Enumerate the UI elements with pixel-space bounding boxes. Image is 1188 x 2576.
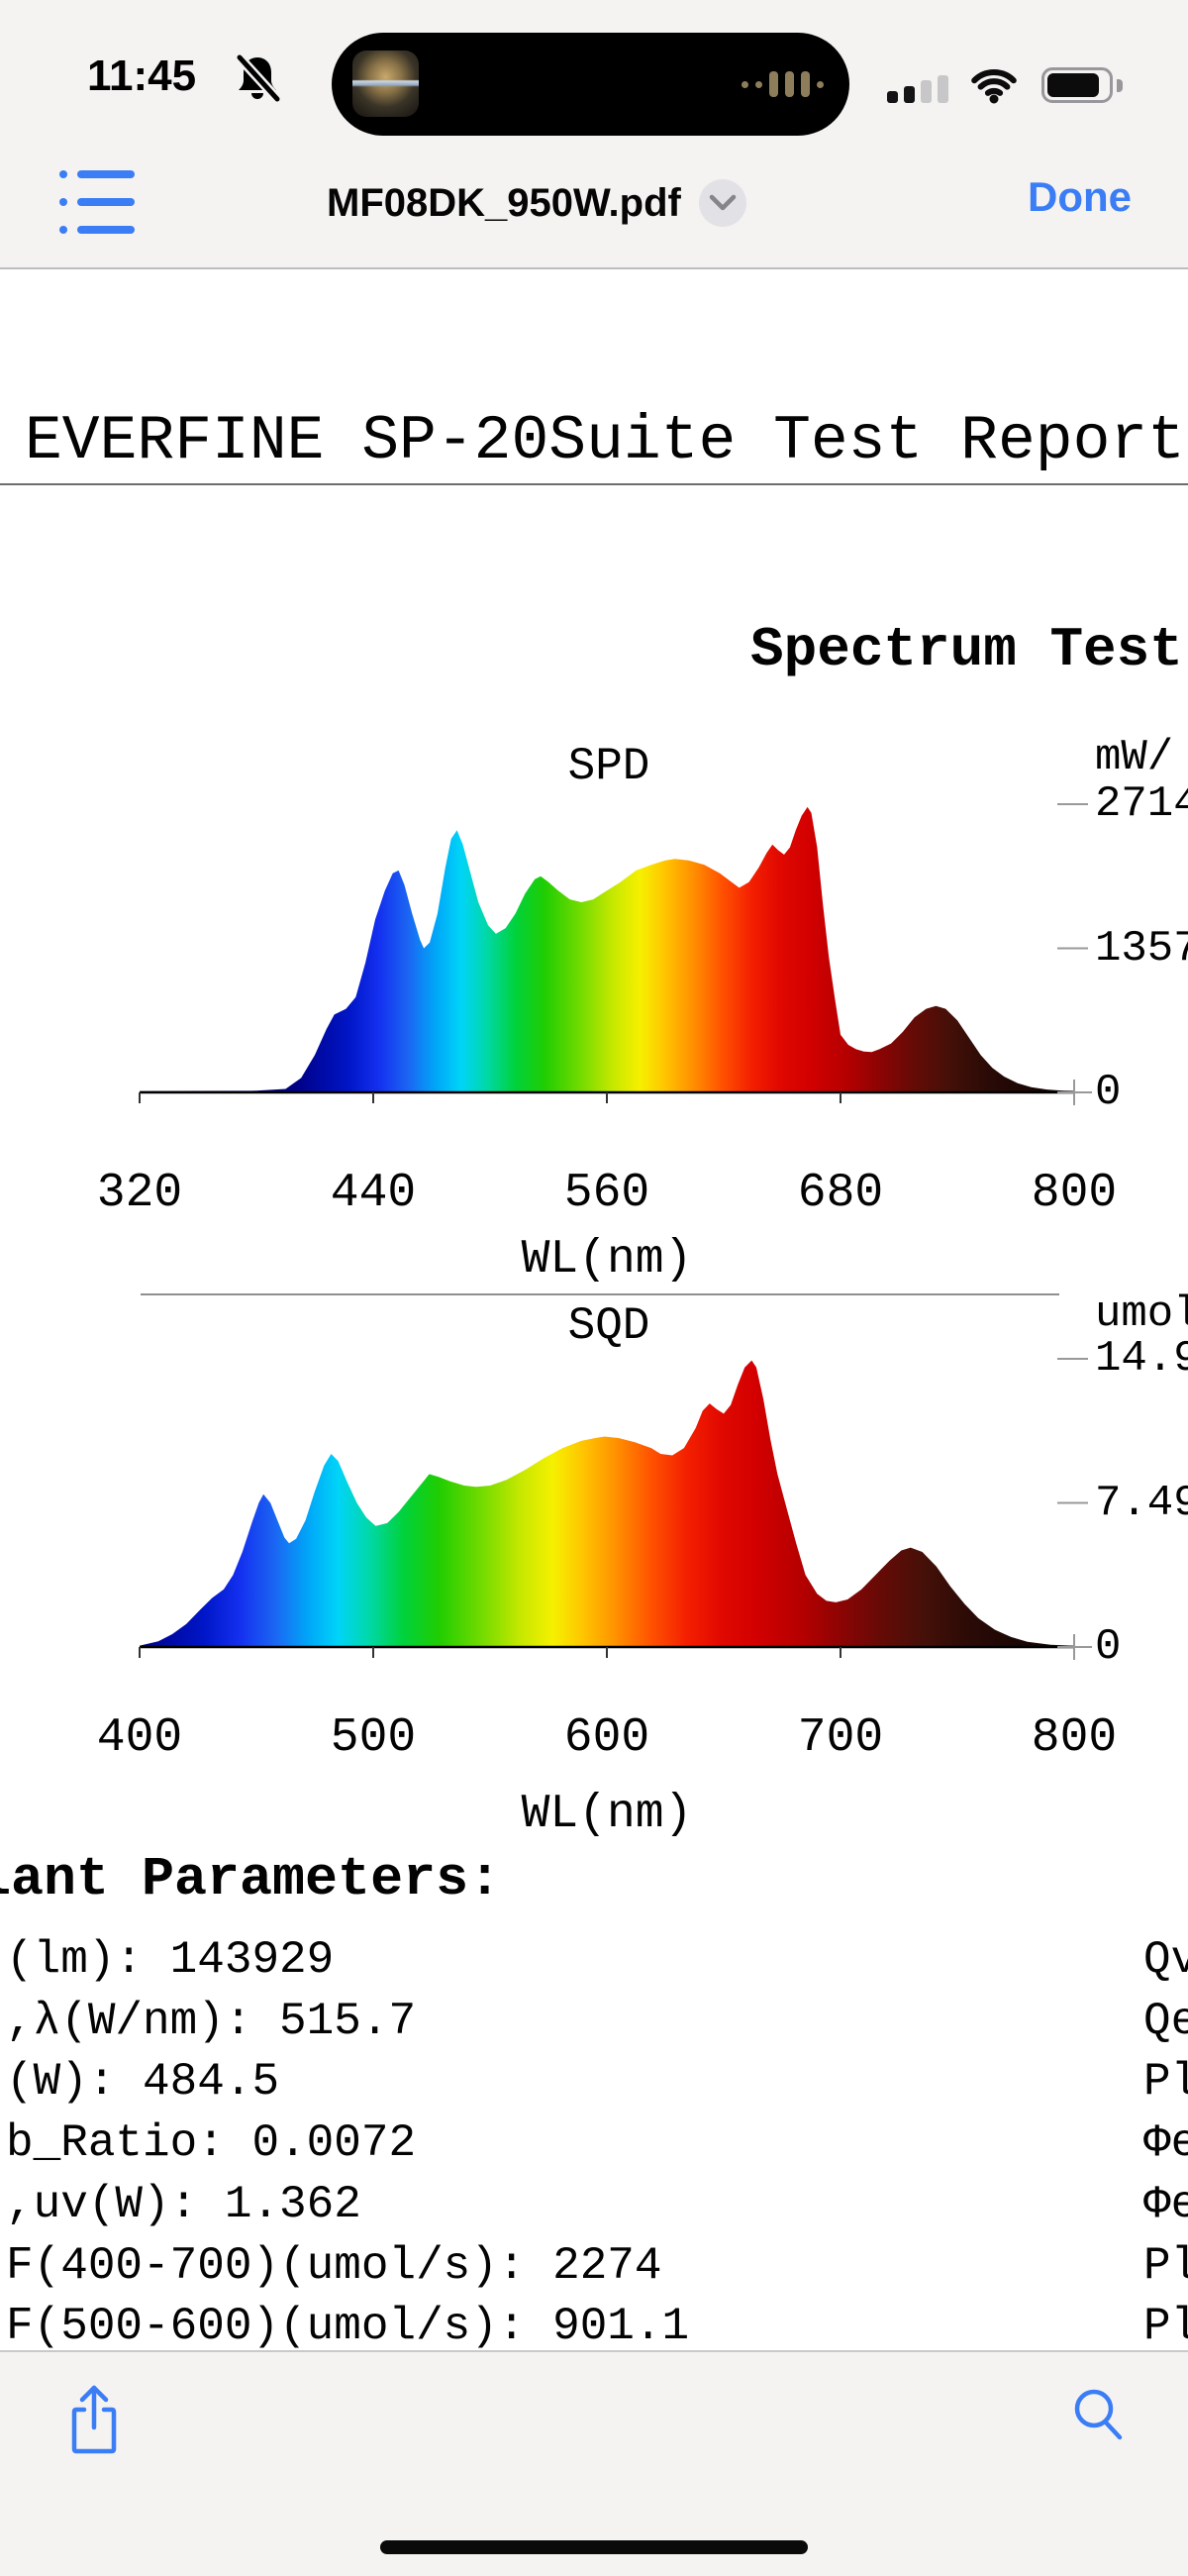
- title-menu-badge[interactable]: [698, 179, 746, 227]
- y-tick-label: 0: [1095, 1068, 1122, 1117]
- x-tick-label: 800: [1031, 1711, 1118, 1765]
- x-tick-label: 700: [797, 1711, 884, 1765]
- report-title: EVERFINE SP-20Suite Test Report: [25, 406, 1185, 476]
- parameter-left-text: (lm): 143929: [6, 1934, 335, 1986]
- parameter-row: (lm): 143929 Qv: [0, 1934, 1188, 1992]
- battery-icon: [1041, 67, 1113, 103]
- parameter-left-text: F(500-600)(umol/s): 901.1: [6, 2301, 690, 2353]
- status-time: 11:45: [87, 52, 197, 100]
- x-tick-label: 560: [563, 1167, 650, 1220]
- y-tick-label: 14.9: [1095, 1334, 1188, 1384]
- x-tick-label: 500: [330, 1711, 417, 1765]
- y-tick-label: 1357: [1095, 923, 1188, 974]
- now-playing-artwork: [352, 51, 419, 117]
- cellular-signal-icon: [887, 75, 950, 103]
- sqd-chart-title: SQD: [567, 1300, 650, 1352]
- parameter-right-fragment: Φe: [1143, 2178, 1188, 2230]
- battery-nub: [1117, 79, 1123, 92]
- parameter-right-fragment: Pl: [1143, 2056, 1188, 2109]
- sqd-x-axis-label: WL(nm): [521, 1788, 693, 1841]
- bottom-toolbar: [0, 2350, 1188, 2576]
- parameter-right-fragment: Pl: [1143, 2239, 1188, 2292]
- spd-chart: [139, 803, 1092, 1105]
- wifi-icon: [971, 69, 1017, 104]
- document-title: MF08DK_950W.pdf: [327, 180, 681, 225]
- spd-y-unit: mW/: [1095, 733, 1174, 782]
- sqd-chart: [139, 1358, 1092, 1660]
- chevron-down-icon: [709, 194, 737, 211]
- y-tick-label: 2714: [1095, 779, 1188, 829]
- toolbar-divider: [0, 267, 1188, 269]
- share-button[interactable]: [63, 2380, 125, 2460]
- parameter-right-fragment: Qe: [1143, 1995, 1188, 2047]
- audio-waveform-icon: [742, 33, 824, 136]
- parameter-left-text: b_Ratio: 0.0072: [6, 2117, 417, 2170]
- list-bullets-icon: [59, 170, 141, 178]
- title-divider: [0, 483, 1188, 485]
- done-button[interactable]: Done: [1022, 172, 1138, 222]
- y-tick-label: 7.49: [1095, 1478, 1188, 1528]
- home-indicator: [380, 2540, 808, 2554]
- x-tick-label: 440: [330, 1167, 417, 1220]
- parameter-row: ,λ(W/nm): 515.7 Qe: [0, 1996, 1188, 2053]
- x-tick-label: 600: [563, 1711, 650, 1765]
- parameter-row: (W): 484.5 Pl: [0, 2056, 1188, 2113]
- bottom-toolbar-divider: [0, 2350, 1188, 2352]
- dynamic-island[interactable]: [332, 33, 849, 136]
- section-heading: Spectrum Test: [750, 618, 1183, 681]
- share-icon: [71, 2385, 117, 2454]
- sqd-y-unit: umol/: [1095, 1289, 1188, 1339]
- parameter-left-text: ,λ(W/nm): 515.7: [6, 1995, 417, 2047]
- parameter-right-fragment: Pl: [1143, 2301, 1188, 2353]
- x-tick-label: 400: [96, 1711, 183, 1765]
- parameter-row: F(500-600)(umol/s): 901.1 Pl: [0, 2301, 1188, 2358]
- spd-x-axis-label: WL(nm): [521, 1233, 693, 1287]
- spd-chart-title: SPD: [567, 741, 650, 792]
- bell-slash-icon: [234, 52, 283, 105]
- parameter-row: F(400-700)(umol/s): 2274 Pl: [0, 2240, 1188, 2298]
- x-tick-label: 320: [96, 1167, 183, 1220]
- document-title-group[interactable]: MF08DK_950W.pdf: [327, 168, 901, 238]
- parameter-right-fragment: Qv: [1143, 1934, 1188, 1986]
- parameter-left-text: ,uv(W): 1.362: [6, 2178, 361, 2230]
- parameter-row: b_Ratio: 0.0072 Φe: [0, 2117, 1188, 2175]
- y-tick-label: 0: [1095, 1622, 1122, 1672]
- x-tick-label: 680: [797, 1167, 884, 1220]
- parameters-heading: lant Parameters:: [0, 1848, 502, 1910]
- x-tick-label: 800: [1031, 1167, 1118, 1220]
- search-button[interactable]: [1069, 2384, 1129, 2446]
- parameter-right-fragment: Φe: [1143, 2117, 1188, 2170]
- search-icon: [1074, 2389, 1123, 2440]
- parameter-left-text: (W): 484.5: [6, 2056, 280, 2109]
- parameter-row: ,uv(W): 1.362 Φe: [0, 2179, 1188, 2236]
- toc-button[interactable]: [59, 166, 141, 240]
- parameter-left-text: F(400-700)(umol/s): 2274: [6, 2239, 662, 2292]
- chart-section-divider: [141, 1293, 1059, 1295]
